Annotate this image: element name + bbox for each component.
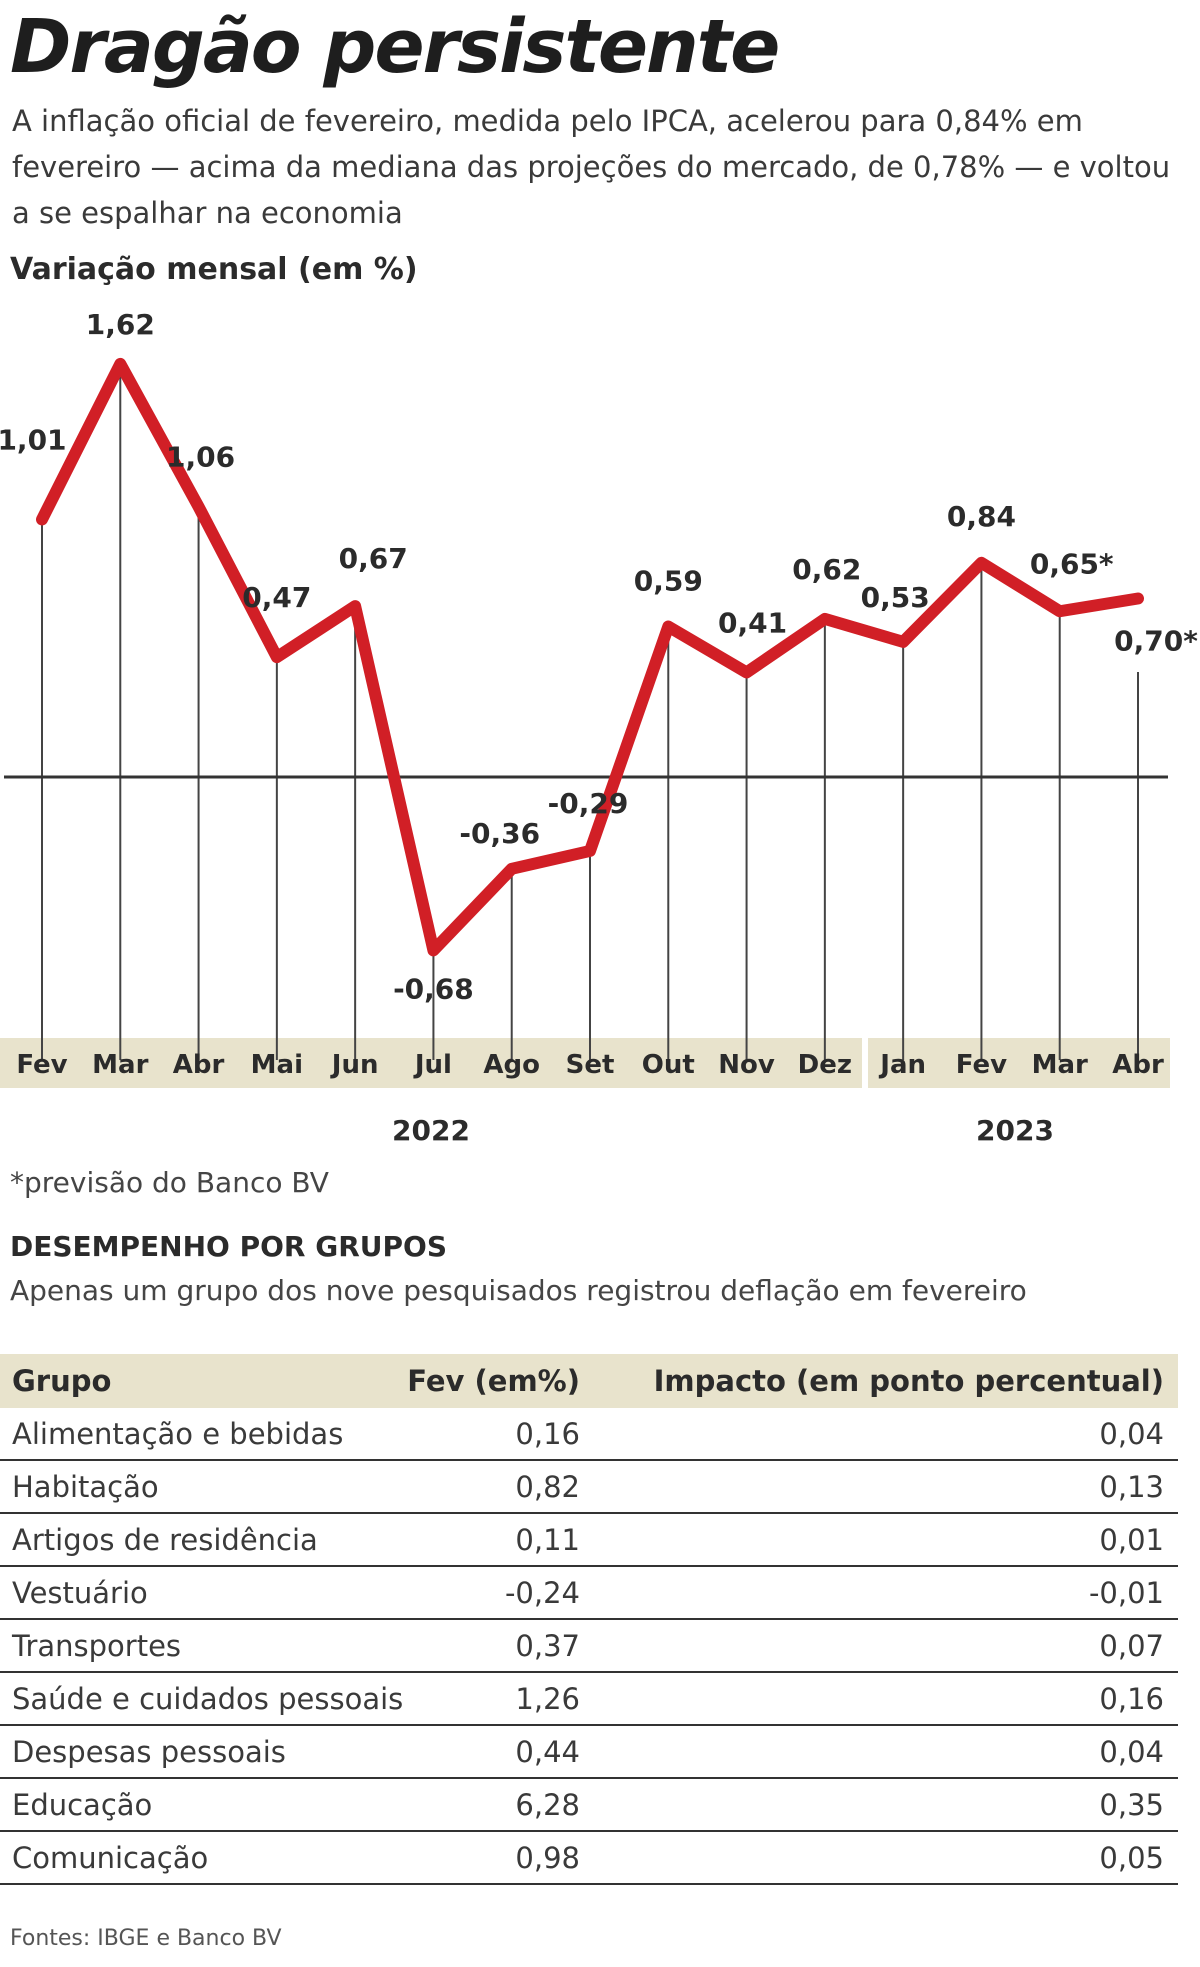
data-label: 1,06	[166, 441, 235, 474]
axis-band-2023	[868, 1038, 1170, 1088]
sources-note: Fontes: IBGE e Banco BV	[10, 1926, 282, 1951]
cell-fev: 0,44	[515, 1734, 580, 1769]
cell-impacto: 0,01	[1099, 1522, 1164, 1557]
cell-grupo: Artigos de residência	[12, 1522, 318, 1557]
cell-impacto: 0,16	[1099, 1681, 1164, 1716]
x-tick-label: Mai	[251, 1050, 303, 1080]
table-row: Alimentação e bebidas 0,16 0,04	[0, 1408, 1178, 1461]
cell-fev: 1,26	[515, 1681, 580, 1716]
x-tick-label: Dez	[798, 1050, 852, 1080]
x-tick-label: Set	[566, 1050, 615, 1080]
x-tick-label: Jan	[878, 1050, 926, 1080]
data-label: 0,53	[861, 581, 930, 614]
table-header: Grupo Fev (em%) Impacto (em ponto percen…	[0, 1354, 1178, 1408]
cell-grupo: Habitação	[12, 1469, 159, 1504]
cell-impacto: 0,05	[1099, 1840, 1164, 1875]
table-row: Habitação 0,82 0,13	[0, 1461, 1178, 1514]
data-label: 0,47	[242, 581, 311, 614]
cell-impacto: 0,04	[1099, 1734, 1164, 1769]
cell-fev: 0,11	[515, 1522, 580, 1557]
x-tick-label: Fev	[16, 1050, 67, 1080]
cell-fev: 0,82	[515, 1469, 580, 1504]
cell-grupo: Transportes	[12, 1628, 182, 1663]
series-line	[36, 357, 1144, 957]
x-tick-label: Jun	[330, 1050, 379, 1080]
cell-impacto: 0,35	[1099, 1787, 1164, 1822]
cell-fev: 0,37	[515, 1628, 580, 1663]
x-tick-label: Ago	[483, 1050, 540, 1080]
table-row: Comunicação 0,98 0,05	[0, 1832, 1178, 1885]
cell-fev: -0,24	[504, 1575, 580, 1610]
cell-grupo: Despesas pessoais	[12, 1734, 286, 1769]
x-tick-label: Abr	[173, 1050, 225, 1080]
table-row: Transportes 0,37 0,07	[0, 1620, 1178, 1673]
cell-impacto: 0,07	[1099, 1628, 1164, 1663]
line-chart: 1,01 1,62 1,06 0,47 0,67 -0,68 -0,36-0,29 0,59 0…	[0, 308, 1198, 1088]
cell-grupo: Educação	[12, 1787, 153, 1822]
cell-fev: 0,98	[515, 1840, 580, 1875]
axis-band-2022	[0, 1038, 862, 1088]
x-tick-label: Mar	[1032, 1050, 1088, 1080]
data-label: 0,84	[947, 500, 1016, 533]
data-label: 0,67	[339, 542, 408, 575]
cell-grupo: Alimentação e bebidas	[12, 1416, 344, 1451]
page-title: Dragão persistente	[10, 4, 780, 90]
data-label: 0,65*	[1030, 547, 1114, 580]
table-row: Despesas pessoais 0,44 0,04	[0, 1726, 1178, 1779]
table-row: Saúde e cuidados pessoais 1,26 0,16	[0, 1673, 1178, 1726]
data-label: 1,62	[86, 308, 155, 341]
data-label: 0,62	[792, 553, 861, 586]
data-label: 0,70*	[1114, 625, 1198, 658]
table-row: Vestuário -0,24 -0,01	[0, 1567, 1178, 1620]
data-label: 1,01	[0, 423, 67, 456]
x-tick-label: Fev	[956, 1050, 1007, 1080]
chart-footnote: *previsão do Banco BV	[10, 1166, 329, 1199]
column-header-impacto: Impacto (em ponto percentual)	[653, 1364, 1164, 1398]
column-header-fev: Fev (em%)	[407, 1364, 580, 1398]
x-tick-label: Abr	[1112, 1050, 1164, 1080]
column-header-grupo: Grupo	[12, 1364, 112, 1398]
table-heading: DESEMPENHO POR GRUPOS	[10, 1230, 447, 1263]
page-subtitle: A inflação oficial de fevereiro, medida …	[12, 104, 1171, 230]
chart-title: Variação mensal (em %)	[10, 252, 418, 287]
data-label: -0,36	[459, 817, 540, 850]
x-tick-label: Nov	[718, 1050, 775, 1080]
data-label: -0,29	[548, 787, 629, 820]
table-subheading: Apenas um grupo dos nove pesquisados reg…	[10, 1274, 1027, 1307]
data-label: -0,68	[393, 972, 474, 1005]
year-label-2022: 2022	[392, 1114, 470, 1147]
x-tick-label: Mar	[92, 1050, 148, 1080]
table-body: Alimentação e bebidas 0,16 0,04 Habitação 0,…	[0, 1408, 1178, 1885]
cell-grupo: Comunicação	[12, 1840, 209, 1875]
cell-grupo: Saúde e cuidados pessoais	[12, 1681, 404, 1716]
cell-fev: 0,16	[515, 1416, 580, 1451]
cell-fev: 6,28	[515, 1787, 580, 1822]
x-tick-label: Jul	[413, 1050, 452, 1080]
cell-grupo: Vestuário	[12, 1575, 148, 1610]
data-label: 0,41	[718, 606, 787, 639]
cell-impacto: 0,04	[1099, 1416, 1164, 1451]
cell-impacto: 0,13	[1099, 1469, 1164, 1504]
year-label-2023: 2023	[976, 1114, 1054, 1147]
data-label: 0,59	[634, 565, 703, 598]
groups-table: Grupo Fev (em%) Impacto (em ponto percen…	[0, 1354, 1178, 1885]
table-row: Artigos de residência 0,11 0,01	[0, 1514, 1178, 1567]
x-tick-label: Out	[642, 1050, 695, 1080]
table-row: Educação 6,28 0,35	[0, 1779, 1178, 1832]
cell-impacto: -0,01	[1088, 1575, 1164, 1610]
